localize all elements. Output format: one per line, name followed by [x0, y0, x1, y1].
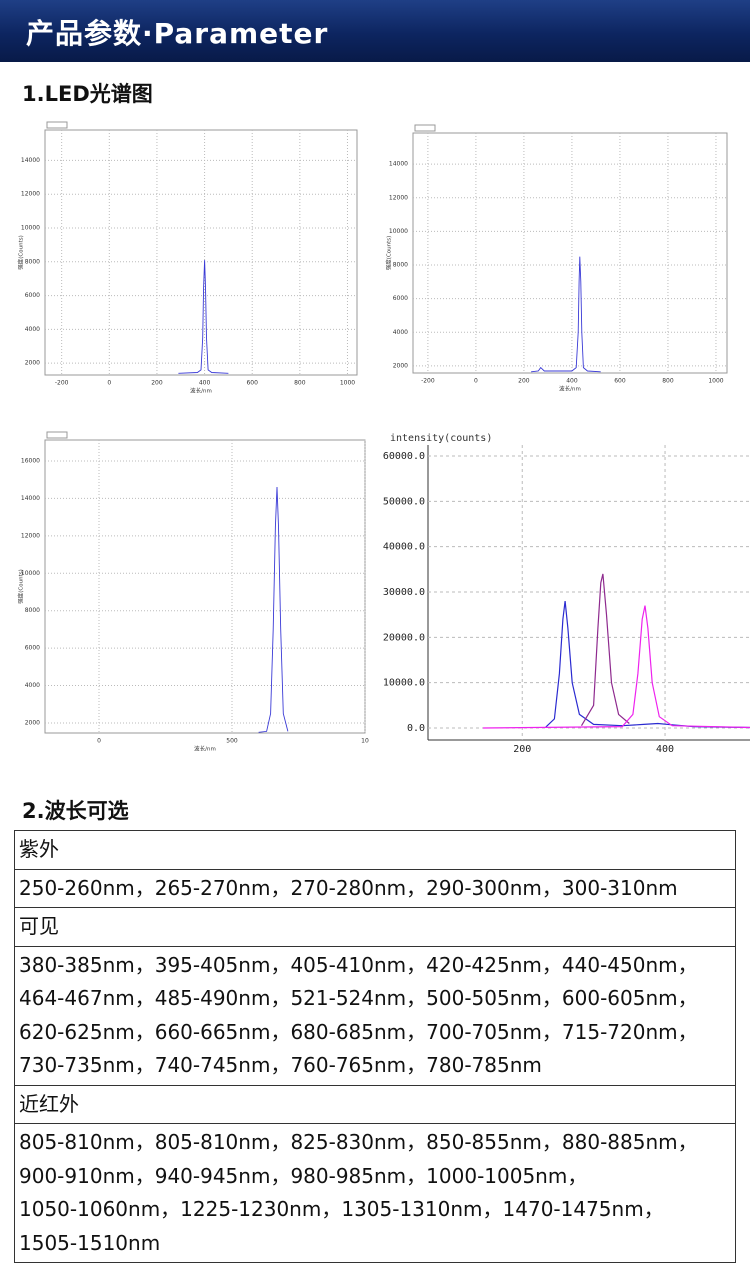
- y-tick-label: 50000.0: [383, 496, 425, 507]
- y-tick-label: 4000: [393, 329, 408, 336]
- cell-line: 近红外: [19, 1091, 79, 1116]
- y-tick-label: 2000: [393, 362, 408, 369]
- y-tick-label: 10000: [21, 225, 40, 232]
- wavelength-table: 紫外 250-260nm，265-270nm，270-280nm，290-300n…: [14, 830, 736, 1263]
- y-tick-label: 4000: [25, 326, 40, 333]
- y-tick-label: 6000: [393, 295, 408, 302]
- cell-line: 紫外: [19, 837, 59, 861]
- table-cell: 紫外: [14, 830, 736, 870]
- x-axis-label: 波长/nm: [190, 387, 212, 395]
- y-tick-label: 8000: [25, 258, 40, 265]
- legend-box: [414, 124, 436, 132]
- y-tick-label: 30000.0: [383, 587, 425, 598]
- y-tick-label: 14000: [21, 157, 40, 164]
- y-tick-label: 12000: [21, 532, 40, 539]
- x-axis-label: 波长/nm: [559, 385, 581, 393]
- cell-line: 620-625nm，660-665nm，680-685nm，700-705nm，…: [19, 1019, 698, 1044]
- y-tick-label: 8000: [25, 607, 40, 614]
- y-tick-label: 12000: [389, 194, 408, 201]
- y-axis-label: 强度(Counts): [17, 235, 25, 270]
- x-tick-label: 400: [656, 744, 674, 755]
- y-tick-label: 20000.0: [383, 632, 425, 643]
- spectrum-line: [178, 260, 229, 374]
- y-tick-label: 14000: [389, 161, 408, 168]
- cell-line: 1505-1510nm: [19, 1230, 161, 1255]
- plot-frame: [44, 439, 366, 734]
- x-tick-label: 400: [566, 378, 578, 385]
- cell-line: 250-260nm，265-270nm，270-280nm，290-300nm，…: [19, 875, 678, 900]
- table-cell: 可见: [14, 907, 736, 947]
- x-tick-label: 0: [97, 738, 101, 745]
- x-tick-label: 0: [474, 378, 478, 385]
- x-tick-label: 10: [361, 738, 369, 745]
- y-tick-label: 6000: [25, 292, 40, 299]
- y-tick-label: 14000: [21, 495, 40, 502]
- y-tick-label: 60000.0: [383, 451, 425, 462]
- x-axis-label: 波长/nm: [194, 745, 216, 753]
- section-title: 1.LED光谱图: [22, 82, 153, 106]
- y-tick-label: 2000: [25, 719, 40, 726]
- table-row: 近红外: [14, 1084, 736, 1124]
- header-title: 产品参数·Parameter: [26, 17, 329, 50]
- cell-line: 805-810nm，805-810nm，825-830nm，850-855nm，…: [19, 1130, 698, 1154]
- y-tick-label: 16000: [21, 457, 40, 464]
- table-row: 紫外: [14, 830, 736, 870]
- cell-line: 1050-1060nm，1225-1230nm，1305-1310nm，1470…: [19, 1197, 664, 1221]
- x-tick-label: -200: [55, 380, 69, 387]
- y-tick-label: 10000: [389, 228, 408, 235]
- y-axis-label: 强度(Counts): [17, 569, 25, 604]
- x-tick-label: 200: [513, 744, 531, 755]
- y-tick-label: 0.0: [407, 723, 425, 734]
- x-tick-label: 600: [614, 378, 626, 385]
- section-title: 2.波长可选: [22, 799, 129, 823]
- x-tick-label: 600: [246, 380, 258, 387]
- legend-box: [46, 431, 68, 439]
- cell-line: 900-910nm，940-945nm，980-985nm，1000-1005n…: [19, 1163, 588, 1188]
- x-tick-label: 200: [151, 380, 163, 387]
- table-row: 250-260nm，265-270nm，270-280nm，290-300nm，…: [14, 868, 736, 908]
- x-tick-label: 200: [518, 378, 530, 385]
- x-tick-label: 400: [199, 380, 211, 387]
- spectrum-line: [258, 486, 289, 733]
- plot-frame: [412, 132, 728, 374]
- y-axis-label: 强度(Counts): [385, 236, 393, 271]
- spectrum-line: [482, 605, 750, 729]
- y-tick-label: 12000: [21, 191, 40, 198]
- y-tick-label: 10000.0: [383, 678, 425, 689]
- x-tick-label: 500: [226, 738, 238, 745]
- y-axis-label: intensity(counts): [390, 433, 492, 444]
- x-tick-label: 0: [107, 380, 111, 387]
- x-tick-label: 1000: [340, 380, 355, 387]
- legend-box: [46, 121, 68, 129]
- table-cell: 250-260nm，265-270nm，270-280nm，290-300nm，…: [14, 868, 736, 908]
- table-cell: 380-385nm，395-405nm，405-410nm，420-425nm，…: [14, 945, 736, 1086]
- table-row: 805-810nm，805-810nm，825-830nm，850-855nm，…: [14, 1123, 736, 1263]
- y-tick-label: 4000: [25, 682, 40, 689]
- x-tick-label: -200: [421, 378, 435, 385]
- table-row: 380-385nm，395-405nm，405-410nm，420-425nm，…: [14, 945, 736, 1086]
- cell-line: 464-467nm，485-490nm，521-524nm，500-505nm，…: [19, 986, 698, 1010]
- spectrum-line: [545, 601, 750, 729]
- x-tick-label: 800: [662, 378, 674, 385]
- table-row: 可见: [14, 907, 736, 947]
- x-tick-label: 800: [294, 380, 306, 387]
- cell-line: 380-385nm，395-405nm，405-410nm，420-425nm，…: [19, 952, 698, 977]
- spectrum-line: [531, 256, 601, 373]
- cell-line: 730-735nm，740-745nm，760-765nm，780-785nm: [19, 1053, 542, 1077]
- spectrum-line: [580, 573, 630, 727]
- x-tick-label: 1000: [708, 378, 723, 385]
- y-tick-label: 8000: [393, 262, 408, 269]
- y-tick-label: 2000: [25, 360, 40, 367]
- table-cell: 近红外: [14, 1084, 736, 1124]
- cell-line: 可见: [19, 914, 59, 938]
- plot-frame: [44, 129, 358, 376]
- y-tick-label: 6000: [25, 645, 40, 652]
- header-bar: 产品参数·Parameter: [0, 0, 750, 62]
- table-cell: 805-810nm，805-810nm，825-830nm，850-855nm，…: [14, 1123, 736, 1263]
- y-tick-label: 40000.0: [383, 542, 425, 553]
- y-tick-label: 10000: [21, 570, 40, 577]
